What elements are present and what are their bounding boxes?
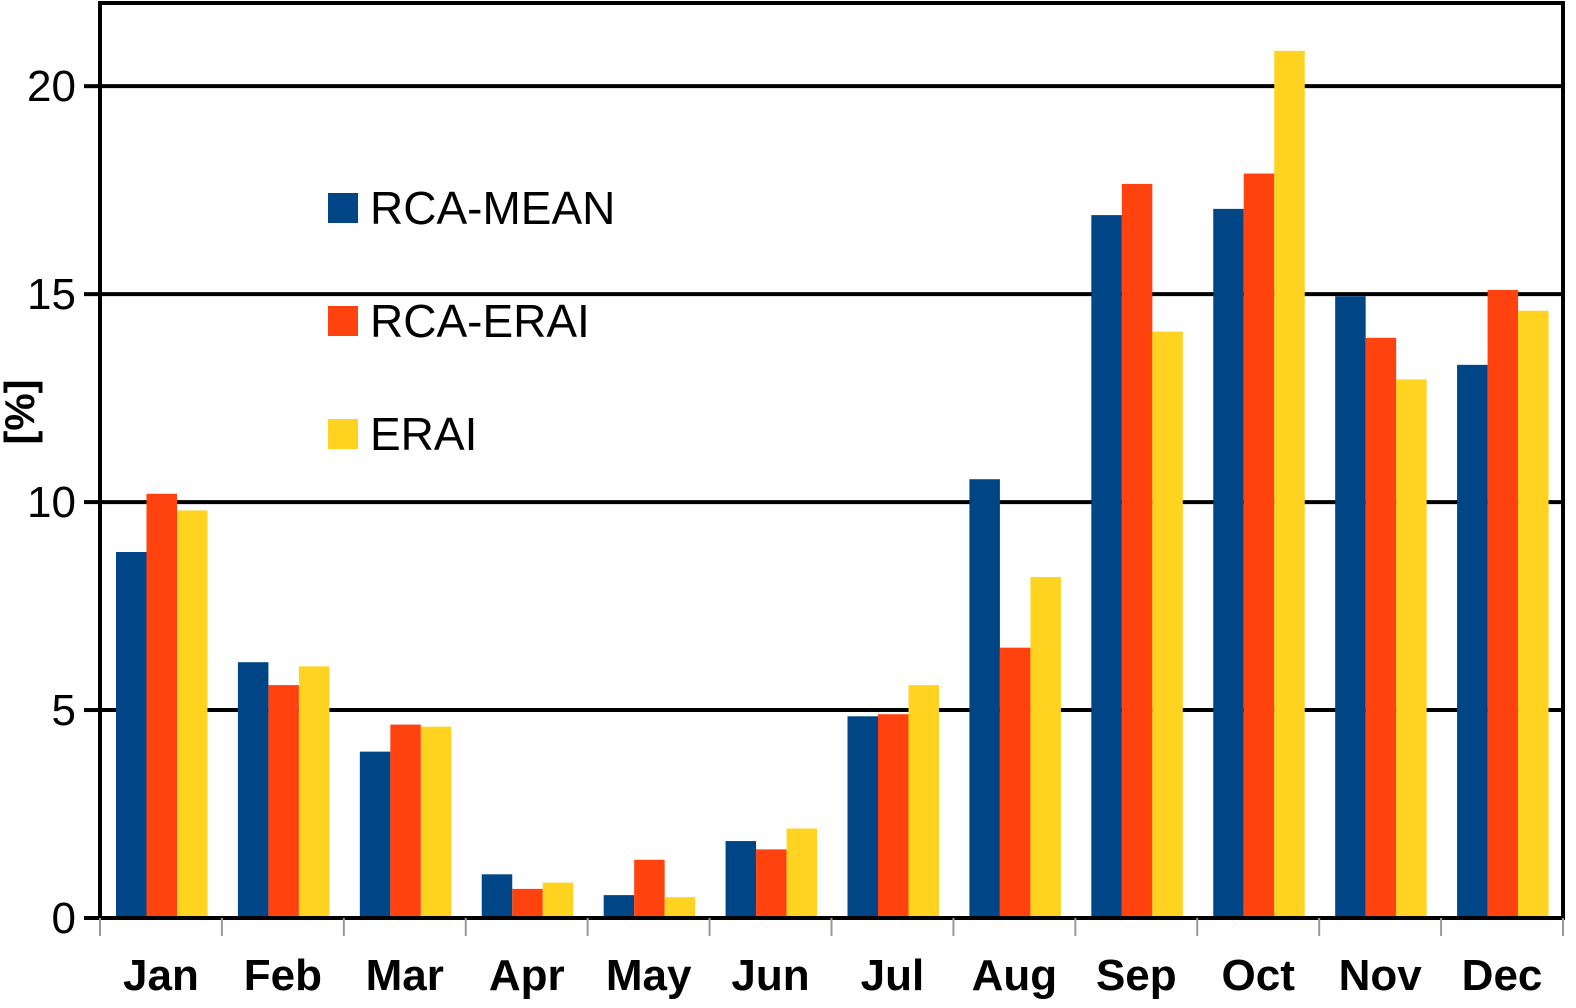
- x-tick-label: Aug: [972, 951, 1058, 1000]
- bar-rca-mean-apr: [481, 874, 513, 918]
- x-tick-label: Nov: [1339, 951, 1423, 1000]
- y-tick-label: 0: [52, 894, 76, 943]
- bar-rca-mean-feb: [237, 662, 269, 918]
- legend-label-rca-erai: RCA-ERAI: [370, 295, 590, 347]
- bar-erai-jul: [908, 685, 939, 918]
- x-tick-label: Jul: [861, 951, 925, 1000]
- bar-erai-sep: [1152, 331, 1183, 918]
- x-tick-label: Dec: [1462, 951, 1543, 1000]
- bar-erai-mar: [420, 726, 452, 918]
- bar-erai-jun: [786, 828, 818, 918]
- bar-rca-erai-dec: [1487, 289, 1519, 918]
- gridlines: [100, 84, 1563, 713]
- bar-rca-mean-mar: [359, 751, 391, 918]
- bar-rca-erai-oct: [1243, 173, 1275, 919]
- bar-rca-mean-jul: [847, 716, 878, 918]
- bars: [116, 50, 1549, 919]
- y-tick-label: 15: [27, 270, 76, 319]
- legend: RCA-MEAN RCA-ERAI ERAI: [328, 182, 615, 460]
- bar-erai-may: [664, 897, 696, 918]
- bar-rca-erai-aug: [999, 647, 1031, 918]
- bar-rca-erai-jun: [756, 849, 787, 918]
- y-tick-label: 5: [52, 686, 76, 735]
- bar-rca-erai-may: [634, 859, 665, 918]
- x-tick-label: May: [606, 951, 692, 1000]
- bar-rca-mean-oct: [1213, 208, 1244, 918]
- x-tick-label: Sep: [1096, 951, 1177, 1000]
- y-tick-label: 20: [27, 62, 76, 111]
- legend-swatch-erai: [328, 419, 358, 449]
- bar-rca-erai-jan: [146, 493, 177, 918]
- bar-rca-mean-dec: [1457, 364, 1488, 918]
- x-tick-label: Feb: [244, 951, 322, 1000]
- bar-rca-erai-jul: [878, 714, 909, 918]
- bar-rca-mean-jan: [116, 552, 147, 918]
- x-tick-labels: Jan Feb Mar Apr May Jun Jul Aug Sep Oct Nov Dec: [123, 951, 1542, 1000]
- bar-erai-nov: [1396, 379, 1427, 919]
- legend-label-erai: ERAI: [370, 408, 477, 460]
- y-tick-label: 10: [27, 478, 76, 527]
- x-tick-label: Apr: [489, 951, 565, 1000]
- x-tick-label: Jun: [731, 951, 809, 1000]
- y-axis-label: [%]: [0, 379, 43, 444]
- bar-erai-oct: [1274, 50, 1305, 919]
- bar-rca-erai-apr: [512, 888, 543, 918]
- x-tick-label: Mar: [366, 951, 444, 1000]
- bar-erai-feb: [298, 666, 330, 918]
- bar-rca-mean-aug: [969, 479, 1000, 918]
- bar-erai-jan: [177, 510, 208, 918]
- legend-swatch-rca-erai: [328, 306, 358, 336]
- bar-rca-erai-feb: [268, 685, 299, 918]
- y-tick-labels: 0 5 10 15 20: [27, 62, 76, 943]
- bar-rca-erai-sep: [1121, 183, 1153, 918]
- bar-erai-dec: [1518, 310, 1549, 919]
- bar-rca-mean-jun: [725, 841, 757, 918]
- axes: [84, 1, 1565, 936]
- bar-rca-mean-may: [603, 895, 635, 918]
- x-tick-label: Jan: [123, 951, 199, 1000]
- legend-label-rca-mean: RCA-MEAN: [370, 182, 615, 234]
- bar-rca-mean-nov: [1335, 296, 1366, 918]
- bar-rca-erai-mar: [390, 724, 421, 918]
- x-tick-label: Oct: [1222, 951, 1296, 1000]
- bar-erai-aug: [1030, 576, 1061, 918]
- bar-rca-erai-nov: [1365, 337, 1397, 918]
- bar-erai-apr: [542, 882, 574, 918]
- bar-rca-mean-sep: [1091, 215, 1122, 918]
- legend-swatch-rca-mean: [328, 193, 358, 223]
